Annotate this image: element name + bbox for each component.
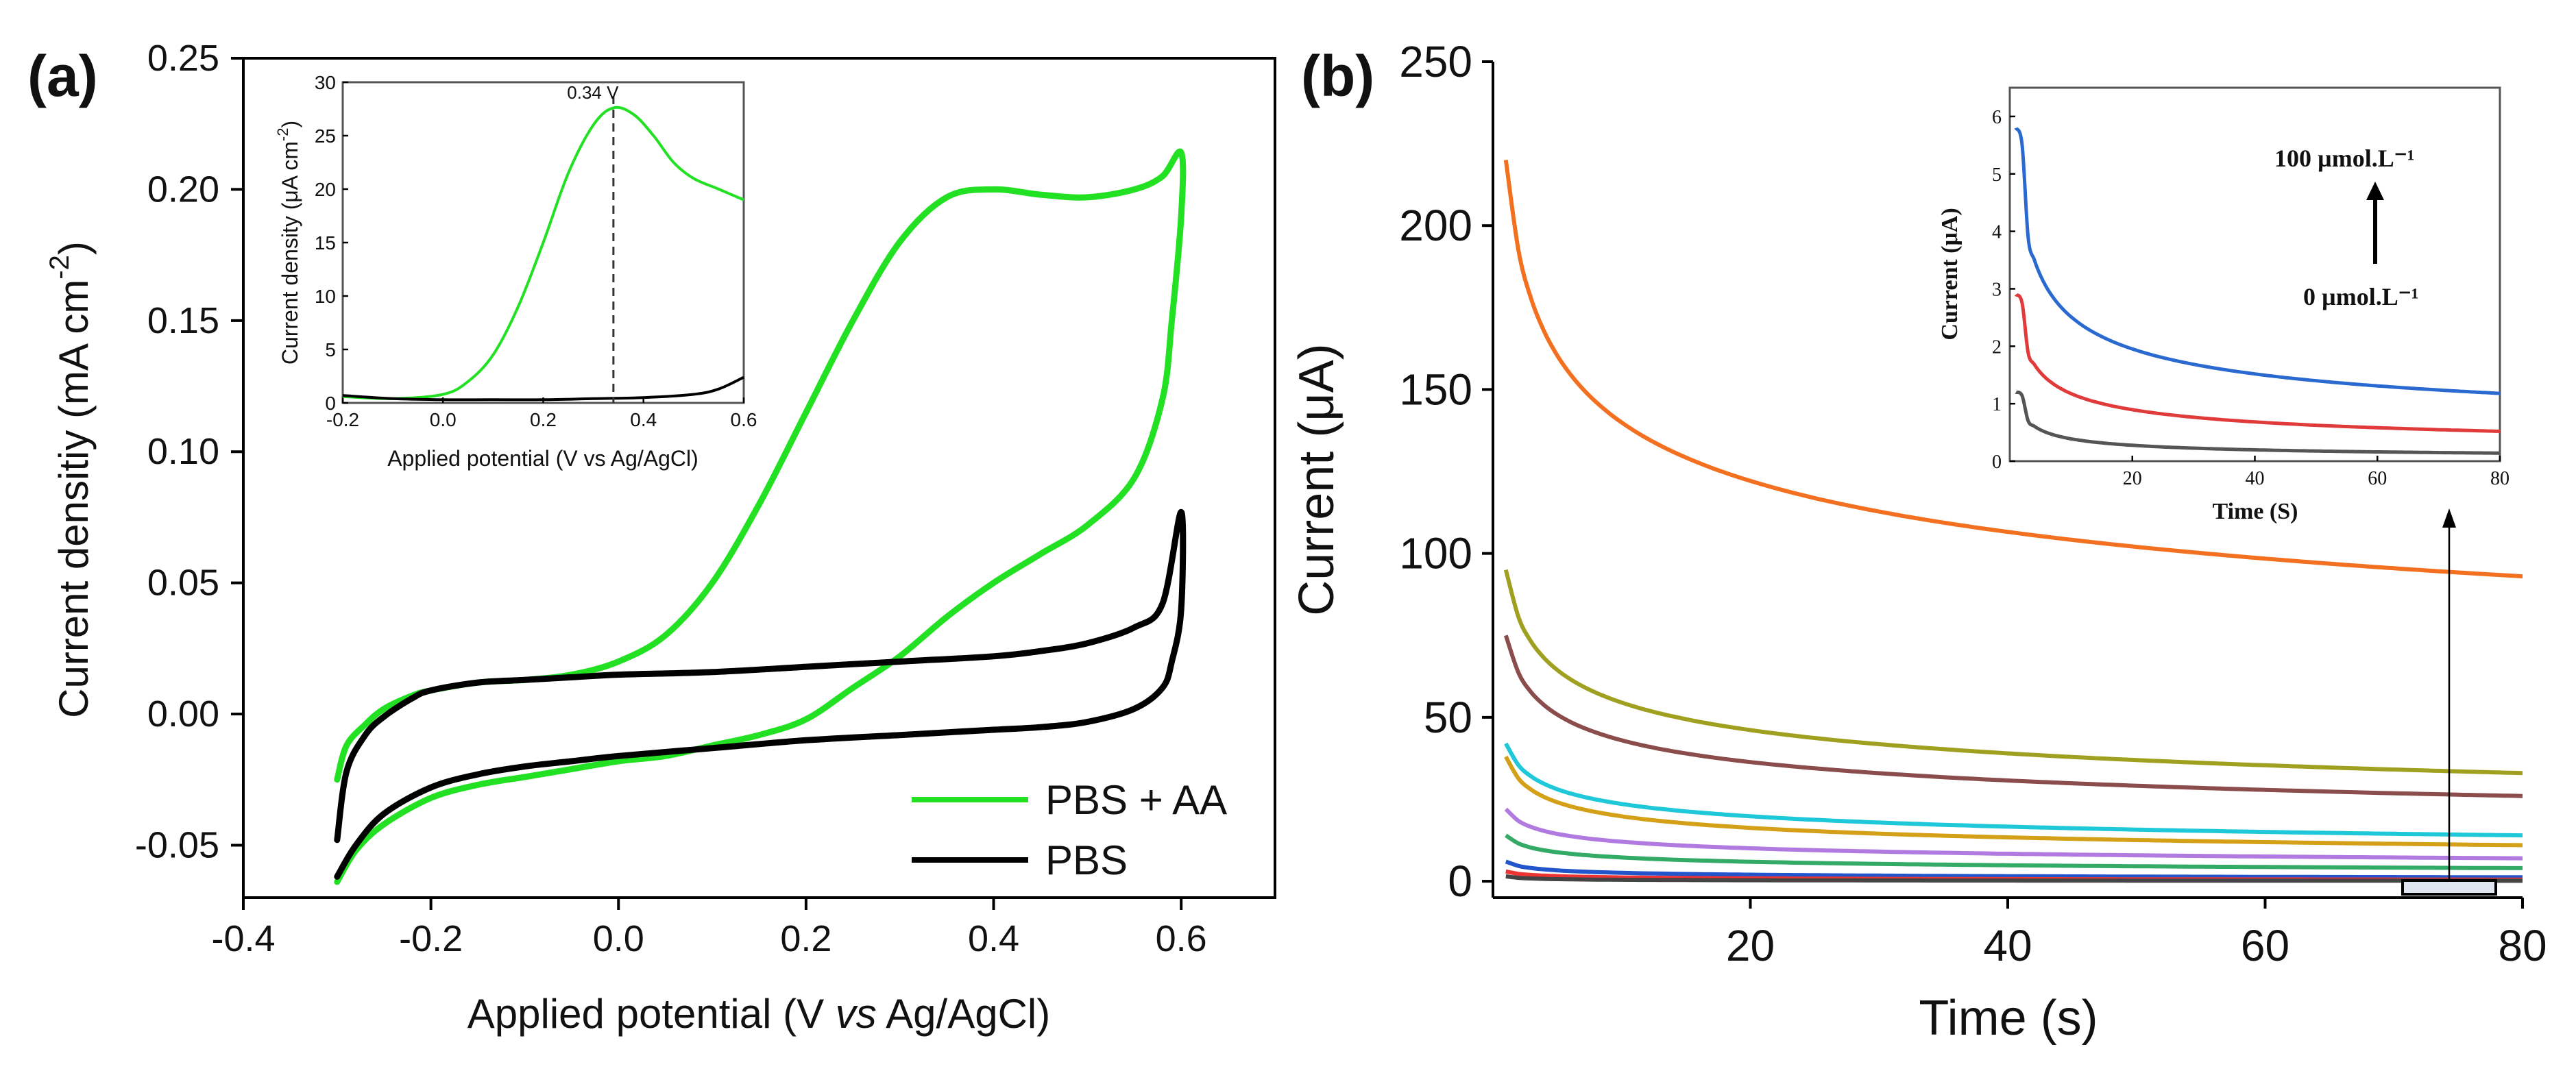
panel-b-x-axis-label: Time (s) xyxy=(1919,991,2098,1046)
panel-a-inset: -0.2 0.0 0.2 0.4 0.6 0 5 10 15 20 25 30 0.34 V Curr… xyxy=(274,72,757,471)
b-series-line-5 xyxy=(1504,807,2523,861)
inset-b-annotation-bottom: 0 µmol.L⁻¹ xyxy=(2303,283,2419,310)
a-x-tick-label: 0.6 xyxy=(1156,918,1207,959)
inset-b-y-axis-label: Current (μA) xyxy=(1937,208,1963,340)
panel-b-label: (b) xyxy=(1301,44,1374,108)
a-x-tick-label: 0.4 xyxy=(968,918,1019,959)
ai-y-tick-label: 25 xyxy=(315,125,336,147)
b-series-line-2 xyxy=(1503,635,2523,798)
inset-b-annotation-top: 100 µmol.L⁻¹ xyxy=(2274,145,2415,172)
b-x-tick-label: 20 xyxy=(1726,921,1775,970)
ai-series-line-1 xyxy=(342,376,744,402)
ai-x-tick-label: 0.6 xyxy=(731,409,757,430)
bi-series-line-0 xyxy=(2014,127,2501,395)
legend-label-pbs-aa: PBS + AA xyxy=(1045,777,1227,823)
ai-series-line-0 xyxy=(342,106,744,400)
ai-y-tick-label: 5 xyxy=(325,339,336,360)
b-y-tick-label: 200 xyxy=(1399,201,1472,250)
b-series-line-3 xyxy=(1504,742,2523,838)
bi-y-tick-label: 0 xyxy=(1992,452,2002,473)
b-series-line-4 xyxy=(1504,755,2523,848)
b-series-line-7 xyxy=(1505,859,2523,880)
b-y-tick-label: 250 xyxy=(1399,37,1472,86)
bi-x-tick-label: 20 xyxy=(2123,468,2142,489)
ai-y-tick-label: 15 xyxy=(315,232,336,254)
ai-y-tick-label: 30 xyxy=(315,72,336,93)
zoom-indicator xyxy=(2401,508,2497,896)
ai-x-tick-label: 0.0 xyxy=(430,409,457,430)
ai-x-tick-label: -0.2 xyxy=(326,409,359,430)
b-x-tick-label: 60 xyxy=(2241,921,2289,970)
inset-a-x-axis-label: Applied potential (V vs Ag/AgCl) xyxy=(387,446,698,471)
a-y-tick-label: -0.05 xyxy=(135,824,219,865)
b-series-line-1 xyxy=(1503,569,2523,776)
a-y-tick-label: 0.00 xyxy=(147,693,219,735)
ai-y-tick-label: 0 xyxy=(325,393,336,414)
bi-y-tick-label: 6 xyxy=(1992,107,2002,128)
b-series-line-9 xyxy=(1505,874,2523,883)
a-y-tick-label: 0.05 xyxy=(147,563,219,604)
ai-x-tick-label: 0.4 xyxy=(630,409,657,430)
bi-y-tick-label: 1 xyxy=(1992,394,2002,415)
panel-a-x-axis-label: Applied potential (V vs Ag/AgCl) xyxy=(467,991,1050,1037)
zoom-box xyxy=(2401,879,2497,896)
b-x-tick-label: 80 xyxy=(2498,921,2547,970)
zoom-arrow-head xyxy=(2442,508,2456,528)
panel-a-plot: -0.4 -0.2 0.0 0.2 0.4 0.6-0.050.000.050.100.1… xyxy=(135,38,1276,959)
inset-b-up-arrow-head xyxy=(2366,182,2384,200)
inset-peak-annotation: 0.34 V xyxy=(567,82,619,103)
a-y-tick-label: 0.25 xyxy=(147,38,219,79)
ai-y-tick-label: 10 xyxy=(315,286,336,307)
b-x-tick-label: 40 xyxy=(1983,921,2032,970)
panel-a-legend: PBS + AA PBS xyxy=(912,777,1227,883)
panel-a-axes-frame xyxy=(242,57,1276,899)
panel-b-y-axis-label: Current (μA) xyxy=(1289,343,1344,616)
bi-x-tick-label: 40 xyxy=(2246,468,2265,489)
a-x-tick-label: 0.2 xyxy=(780,918,831,959)
bi-y-tick-label: 5 xyxy=(1992,164,2002,186)
b-y-tick-label: 50 xyxy=(1424,693,1472,742)
b-series-line-6 xyxy=(1505,833,2523,870)
bi-y-tick-label: 3 xyxy=(1992,279,2002,300)
legend-label-pbs: PBS xyxy=(1045,837,1128,883)
ai-y-tick-label: 20 xyxy=(315,179,336,200)
bi-x-tick-label: 60 xyxy=(2368,468,2387,489)
bi-x-tick-label: 80 xyxy=(2490,468,2510,489)
panel-a-label: (a) xyxy=(27,44,98,108)
b-y-tick-label: 150 xyxy=(1399,365,1472,414)
a-y-tick-label: 0.15 xyxy=(147,300,219,341)
bi-y-tick-label: 2 xyxy=(1992,336,2002,358)
bi-series-line-2 xyxy=(2015,390,2501,455)
panel-a-y-axis-label: Current densitiy (mA cm-2) xyxy=(45,241,97,718)
a-x-tick-label: -0.4 xyxy=(211,918,275,959)
b-series-line-0 xyxy=(1503,160,2523,579)
panel-b-inset-frame xyxy=(2008,86,2501,463)
inset-a-y-axis-label: Current density (μA cm-2) xyxy=(274,121,302,365)
a-x-tick-label: 0.0 xyxy=(593,918,644,959)
b-y-tick-label: 0 xyxy=(1448,857,1472,906)
a-x-tick-label: -0.2 xyxy=(399,918,463,959)
ai-x-tick-label: 0.2 xyxy=(530,409,557,430)
b-y-tick-label: 100 xyxy=(1399,529,1472,578)
a-y-tick-label: 0.20 xyxy=(147,169,219,210)
a-y-tick-label: 0.10 xyxy=(147,431,219,472)
bi-y-tick-label: 4 xyxy=(1992,222,2002,243)
a-series-line-1 xyxy=(334,508,1187,880)
inset-b-x-axis-label: Time (S) xyxy=(2213,499,2298,524)
bi-series-line-1 xyxy=(2014,293,2501,433)
